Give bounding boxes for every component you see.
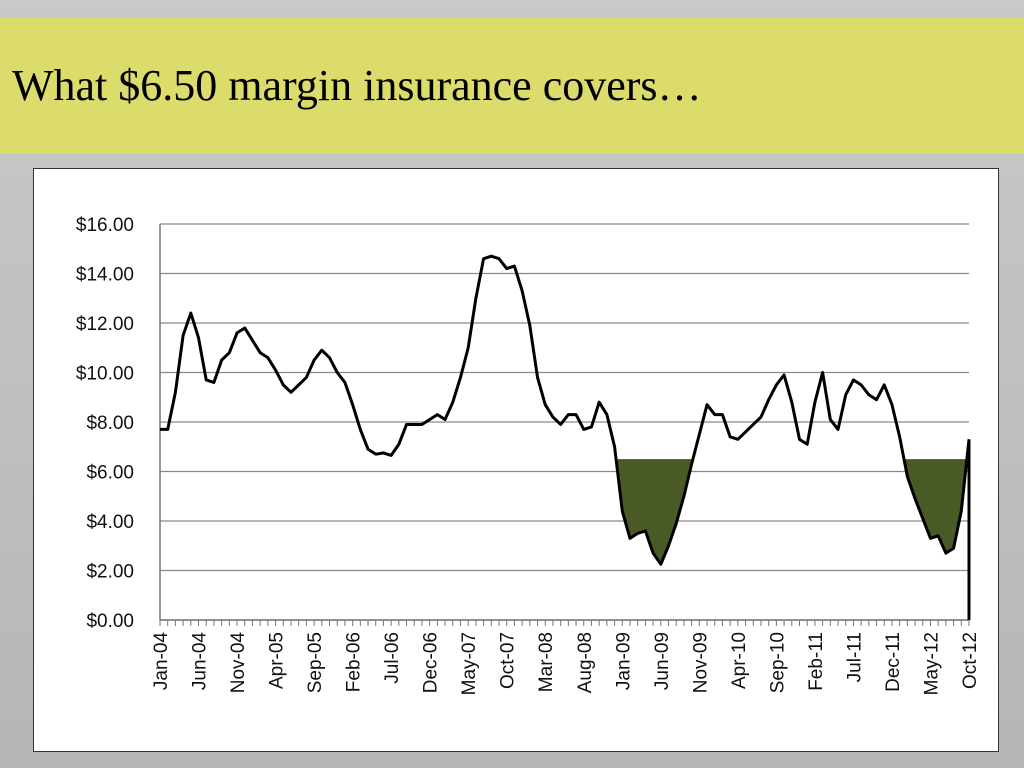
x-tick-label: Jul-06 (382, 632, 403, 684)
y-tick-label: $12.00 (76, 314, 134, 335)
x-tick-label: Oct-07 (498, 632, 519, 689)
x-tick-label: Nov-09 (690, 632, 711, 693)
x-tick-label: Aug-08 (575, 632, 596, 693)
x-tick-label: May-12 (921, 632, 942, 695)
y-tick-label: $8.00 (86, 413, 134, 434)
x-tick-label: Jun-09 (652, 632, 673, 690)
coverage-area (616, 459, 693, 565)
x-tick-label: Apr-05 (267, 632, 288, 689)
x-tick-label: Dec-11 (883, 632, 904, 692)
x-tick-label: Dec-06 (421, 632, 442, 693)
x-tick-label: Oct-12 (960, 632, 981, 689)
x-tick-label: Jan-04 (151, 632, 172, 691)
x-tick-label: Mar-08 (536, 632, 557, 692)
x-tick-label: Jul-11 (844, 632, 865, 682)
y-tick-label: $10.00 (76, 364, 134, 385)
x-tick-label: Nov-04 (228, 632, 249, 694)
y-tick-label: $16.00 (76, 215, 134, 236)
y-tick-label: $14.00 (76, 265, 134, 286)
line-chart: $0.00 $2.00 $4.00 $6.00 $8.00 $10.00 $12.00 $14… (76, 215, 981, 695)
x-tick-label: Sep-05 (305, 632, 326, 693)
y-tick-label: $2.00 (86, 562, 134, 583)
title-band (0, 18, 1024, 154)
margin-series-line (160, 254, 971, 566)
x-tick-label: May-07 (459, 632, 480, 695)
y-tick-label: $0.00 (86, 611, 134, 632)
x-tick-label: Feb-11 (806, 632, 827, 691)
x-tick-label: Feb-06 (344, 632, 365, 692)
chart-frame: $0.00 $2.00 $4.00 $6.00 $8.00 $10.00 $12.00 $14… (33, 168, 999, 752)
coverage-area (903, 459, 967, 554)
x-tick-label: Apr-10 (729, 632, 750, 689)
x-tick-label: Sep-10 (767, 632, 788, 693)
x-tick-label: Jan-09 (613, 632, 634, 690)
y-tick-label: $4.00 (86, 512, 134, 533)
x-tick-label: Jun-04 (190, 632, 211, 691)
slide-title: What $6.50 margin insurance covers… (12, 61, 702, 110)
y-tick-label: $6.00 (86, 463, 134, 484)
